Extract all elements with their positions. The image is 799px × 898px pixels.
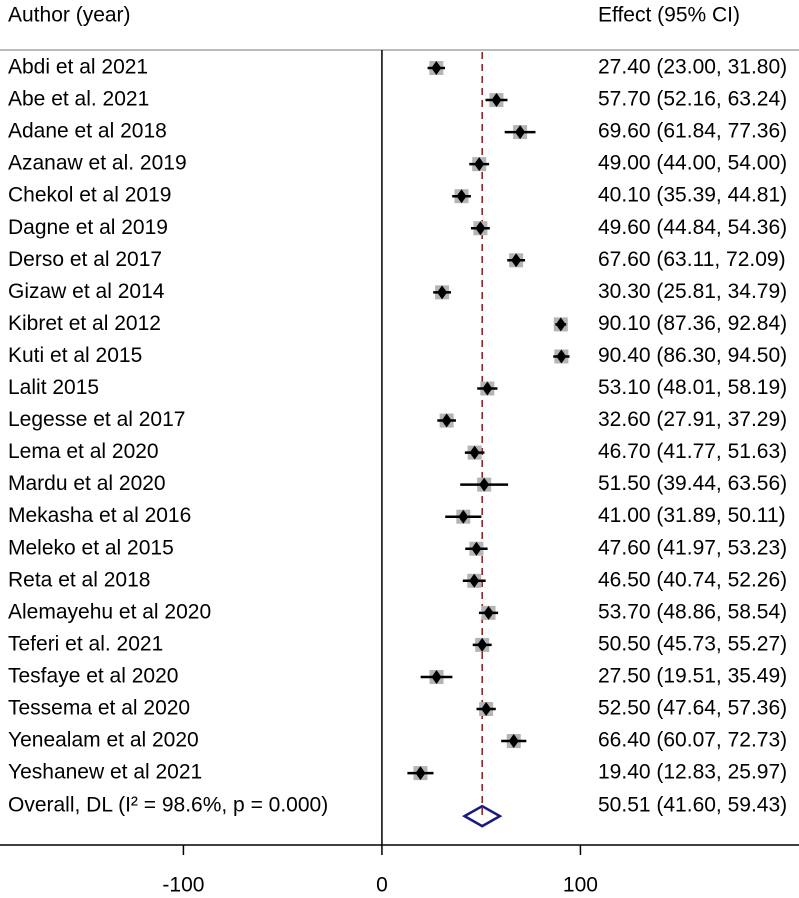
- study-label: Lema et al 2020: [8, 440, 159, 463]
- point-estimate: [431, 669, 442, 684]
- x-tick-label: -100: [162, 874, 204, 897]
- value-label: 90.40 (86.30, 94.50): [598, 344, 787, 367]
- point-estimate: [415, 766, 426, 781]
- study-label: Yenealam et al 2020: [8, 729, 199, 752]
- point-estimate: [458, 509, 469, 524]
- point-estimate: [456, 189, 467, 204]
- point-estimate: [469, 445, 480, 460]
- overall-label: Overall, DL (I² = 98.6%, p = 0.000): [8, 794, 328, 817]
- overall-diamond: [461, 804, 503, 828]
- value-label: 51.50 (39.44, 63.56): [598, 472, 787, 495]
- study-label: Teferi et al. 2021: [8, 632, 163, 655]
- header: Author (year): [8, 4, 131, 27]
- point-estimate: [437, 285, 448, 300]
- value-label: 46.70 (41.77, 51.63): [598, 440, 787, 463]
- value-label: 66.40 (60.07, 72.73): [598, 729, 787, 752]
- point-estimate: [471, 541, 482, 556]
- study-label: Azanaw et al. 2019: [8, 152, 187, 175]
- point-estimate: [477, 637, 488, 652]
- value-label: 19.40 (12.83, 25.97): [598, 761, 787, 784]
- study-label: Mardu et al 2020: [8, 472, 166, 495]
- value-label: 69.60 (61.84, 77.36): [598, 120, 787, 143]
- point-estimate: [474, 157, 485, 172]
- study-label: Kibret et al 2012: [8, 312, 161, 335]
- point-estimate: [515, 125, 526, 140]
- study-label: Yeshanew et al 2021: [8, 761, 202, 784]
- study-label: Lalit 2015: [8, 376, 99, 399]
- overall-value-label: 50.51 (41.60, 59.43): [598, 794, 787, 817]
- point-estimate: [469, 573, 480, 588]
- value-label: 52.50 (47.64, 57.36): [598, 697, 787, 720]
- value-label: 49.60 (44.84, 54.36): [598, 216, 787, 239]
- value-label: 27.50 (19.51, 35.49): [598, 664, 787, 687]
- study-label: Adane et al 2018: [8, 120, 167, 143]
- value-label: 67.60 (63.11, 72.09): [598, 248, 786, 271]
- study-label: Derso et al 2017: [8, 248, 162, 271]
- study-label: Dagne et al 2019: [8, 216, 168, 239]
- value-label: 49.00 (44.00, 54.00): [598, 152, 787, 175]
- value-label: 32.60 (27.91, 37.29): [598, 408, 787, 431]
- point-estimate: [556, 349, 567, 364]
- header: Effect (95% CI): [598, 4, 740, 27]
- study-label: Mekasha et al 2016: [8, 504, 191, 527]
- x-tick-label: 100: [563, 874, 598, 897]
- study-label: Tesfaye et al 2020: [8, 664, 178, 687]
- point-estimate: [483, 605, 494, 620]
- value-label: 57.70 (52.16, 63.24): [598, 88, 787, 111]
- study-label: Meleko et al 2015: [8, 536, 174, 559]
- value-label: 40.10 (35.39, 44.81): [598, 184, 787, 207]
- x-tick-label: 0: [376, 874, 388, 897]
- study-label: Gizaw et al 2014: [8, 280, 165, 303]
- point-estimate: [475, 221, 486, 236]
- value-label: 53.70 (48.86, 58.54): [598, 600, 787, 623]
- value-label: 46.50 (40.74, 52.26): [598, 568, 787, 591]
- value-label: 30.30 (25.81, 34.79): [598, 280, 787, 303]
- point-estimate: [441, 413, 452, 428]
- study-label: Legesse et al 2017: [8, 408, 185, 431]
- study-label: Abe et al. 2021: [8, 88, 149, 111]
- study-label: Reta et al 2018: [8, 568, 150, 591]
- point-estimate: [431, 61, 442, 75]
- study-label: Abdi et al 2021: [8, 56, 148, 79]
- point-estimate: [481, 702, 492, 716]
- value-label: 53.10 (48.01, 58.19): [598, 376, 787, 399]
- point-estimate: [511, 253, 522, 268]
- point-estimate: [555, 317, 566, 332]
- study-label: Chekol et al 2019: [8, 184, 171, 207]
- value-label: 47.60 (41.97, 53.23): [598, 536, 787, 559]
- value-label: 27.40 (23.00, 31.80): [598, 56, 787, 79]
- value-label: 50.50 (45.73, 55.27): [598, 632, 787, 655]
- point-estimate: [479, 477, 490, 492]
- point-estimate: [508, 734, 519, 749]
- value-label: 41.00 (31.89, 50.11): [598, 504, 786, 527]
- point-estimate: [491, 93, 502, 108]
- point-estimate: [482, 381, 493, 396]
- value-label: 90.10 (87.36, 92.84): [598, 312, 787, 335]
- study-label: Kuti et al 2015: [8, 344, 142, 367]
- study-label: Tessema et al 2020: [8, 697, 190, 720]
- study-label: Alemayehu et al 2020: [8, 600, 211, 623]
